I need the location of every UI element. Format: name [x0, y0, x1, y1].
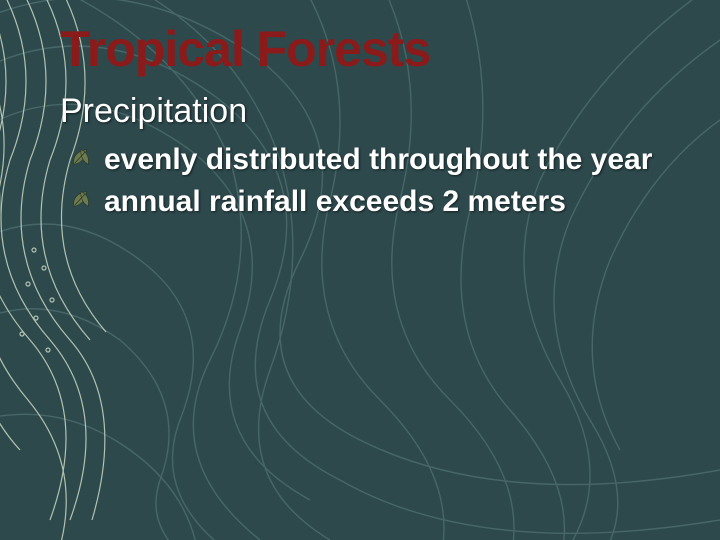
- bullet-text: evenly distributed throughout the year: [104, 143, 652, 176]
- slide-subtitle: Precipitation: [60, 92, 680, 131]
- bullet-item: annual rainfall exceeds 2 meters: [70, 183, 680, 221]
- slide-content: Tropical Forests Precipitation evenly di…: [0, 0, 720, 540]
- bullet-text: annual rainfall exceeds 2 meters: [104, 185, 566, 218]
- slide-title: Tropical Forests: [60, 20, 680, 78]
- bullet-list: evenly distributed throughout the year an…: [60, 141, 680, 220]
- bullet-item: evenly distributed throughout the year: [70, 141, 680, 179]
